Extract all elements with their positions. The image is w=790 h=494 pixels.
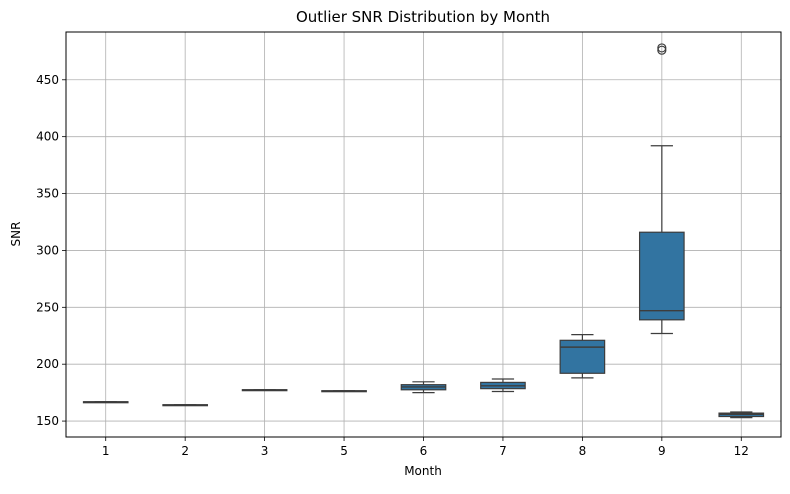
x-tick-label: 3 [261, 444, 269, 458]
y-tick-label: 300 [36, 243, 59, 257]
outlier-point [657, 43, 667, 53]
chart-title: Outlier SNR Distribution by Month [296, 8, 550, 26]
y-axis-label: SNR [9, 222, 23, 247]
iqr-box [559, 339, 606, 374]
x-tick-label: 12 [734, 444, 749, 458]
box-group-month-9 [638, 43, 685, 335]
outlier-point [657, 45, 667, 55]
iqr-box [638, 231, 685, 321]
box-group-month-12 [718, 411, 765, 419]
y-tick-label: 200 [36, 357, 59, 371]
y-tick-label: 400 [36, 130, 59, 144]
x-tick-label: 6 [420, 444, 428, 458]
box-group-month-2 [162, 404, 209, 407]
x-tick-label: 1 [102, 444, 110, 458]
box-group-month-5 [321, 390, 367, 393]
x-tick-label: 7 [499, 444, 507, 458]
x-tick-label: 8 [579, 444, 587, 458]
x-tick-label: 5 [340, 444, 348, 458]
box-group-month-1 [82, 401, 129, 404]
y-tick-label: 450 [36, 73, 59, 87]
box-group-month-3 [241, 389, 288, 392]
y-axis-ticks: 150 200 250 300 350 400 450 [36, 73, 66, 428]
x-tick-label: 2 [181, 444, 189, 458]
box-group-month-6 [400, 381, 447, 394]
box-group-month-8 [559, 334, 606, 379]
x-axis-label: Month [404, 464, 442, 478]
x-tick-label: 9 [658, 444, 666, 458]
y-tick-label: 350 [36, 187, 59, 201]
box-layer [82, 43, 765, 419]
box-group-month-7 [480, 378, 526, 393]
y-tick-label: 150 [36, 414, 59, 428]
x-axis-ticks: 1 2 3 5 6 7 8 9 12 [102, 437, 749, 458]
y-tick-label: 250 [36, 300, 59, 314]
